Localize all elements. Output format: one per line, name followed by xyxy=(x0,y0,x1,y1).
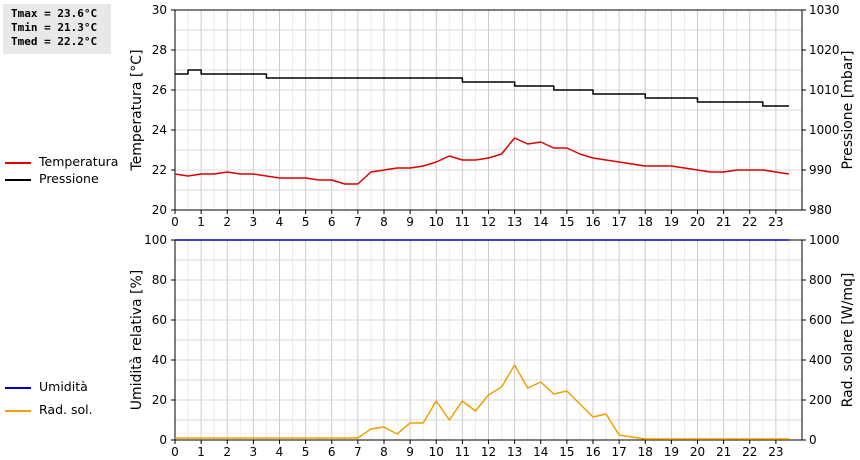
x-tick-label: 12 xyxy=(481,215,496,229)
y-tick-label: 20 xyxy=(152,203,167,217)
y-tick-label: 26 xyxy=(152,83,167,97)
x-tick-label: 6 xyxy=(328,215,336,229)
x-tick-label: 0 xyxy=(171,215,179,229)
x-tick-label: 18 xyxy=(638,445,653,459)
y2-tick-label: 0 xyxy=(809,433,817,447)
x-tick-label: 9 xyxy=(406,445,414,459)
y2-tick-label: 1000 xyxy=(809,123,840,137)
legend-swatch-umidita xyxy=(5,386,31,389)
x-tick-label: 23 xyxy=(768,215,783,229)
legend-temperatura: Temperatura xyxy=(5,153,118,171)
x-tick-label: 13 xyxy=(507,215,522,229)
y-tick-label: 100 xyxy=(144,233,167,247)
x-tick-label: 10 xyxy=(429,445,444,459)
legend-label-pressione: Pressione xyxy=(39,171,99,186)
x-tick-label: 13 xyxy=(507,445,522,459)
x-tick-label: 4 xyxy=(276,445,284,459)
legend-swatch-pressione xyxy=(5,178,31,181)
y2-tick-label: 800 xyxy=(809,273,832,287)
x-tick-label: 10 xyxy=(429,215,444,229)
y2-tick-label: 1000 xyxy=(809,233,840,247)
x-tick-label: 21 xyxy=(716,445,731,459)
x-tick-label: 14 xyxy=(533,215,548,229)
y2-tick-label: 1010 xyxy=(809,83,840,97)
y-tick-label: 80 xyxy=(152,273,167,287)
x-tick-label: 17 xyxy=(611,445,626,459)
x-tick-label: 2 xyxy=(223,215,231,229)
y-tick-label: 24 xyxy=(152,123,167,137)
legend-swatch-radsol xyxy=(5,409,31,412)
series-line-rad-sol- xyxy=(175,364,789,440)
tmin-readout: Tmin = 21.3°C xyxy=(11,21,98,34)
x-tick-label: 7 xyxy=(354,215,362,229)
x-tick-label: 17 xyxy=(611,215,626,229)
chart-panel-1: 0 1 2 3 4 5 6 7 8 9 10 11 12 13 14 15 16 17 18 19 20 21 22 2302… xyxy=(129,233,856,459)
x-tick-label: 16 xyxy=(585,215,600,229)
legend-label-radsol: Rad. sol. xyxy=(39,402,93,417)
y2-tick-label: 1030 xyxy=(809,3,840,17)
x-tick-label: 11 xyxy=(455,445,470,459)
x-tick-label: 16 xyxy=(585,445,600,459)
legend-umidita: Umidità xyxy=(5,378,88,396)
tmax-readout: Tmax = 23.6°C xyxy=(11,7,98,20)
x-tick-label: 20 xyxy=(690,215,705,229)
x-tick-label: 20 xyxy=(690,445,705,459)
x-tick-label: 14 xyxy=(533,445,548,459)
y-tick-label: 30 xyxy=(152,3,167,17)
x-tick-label: 22 xyxy=(742,215,757,229)
x-tick-label: 5 xyxy=(302,215,310,229)
legend-label-temperatura: Temperatura xyxy=(39,154,119,169)
series-line-temperatura xyxy=(174,137,790,185)
x-tick-label: 2 xyxy=(223,445,231,459)
chart-panel-0: 0 1 2 3 4 5 6 7 8 9 10 11 12 13 14 15 16 17 18 19 20 21 22 2320… xyxy=(129,3,856,229)
x-tick-label: 19 xyxy=(664,215,679,229)
legend-radsol: Rad. sol. xyxy=(5,401,93,419)
y2-tick-label: 400 xyxy=(809,353,832,367)
y-tick-label: 28 xyxy=(152,43,167,57)
x-tick-label: 9 xyxy=(406,215,414,229)
y2-tick-label: 200 xyxy=(809,393,832,407)
y2-tick-label: 990 xyxy=(809,163,832,177)
x-tick-label: 19 xyxy=(664,445,679,459)
y2-axis-label: Pressione [mbar] xyxy=(840,50,856,169)
y2-tick-label: 1020 xyxy=(809,43,840,57)
x-tick-label: 5 xyxy=(302,445,310,459)
y-tick-label: 20 xyxy=(152,393,167,407)
x-tick-label: 8 xyxy=(380,215,388,229)
y-tick-label: 60 xyxy=(152,313,167,327)
x-tick-label: 0 xyxy=(171,445,179,459)
x-tick-label: 1 xyxy=(197,445,205,459)
y-tick-label: 22 xyxy=(152,163,167,177)
x-tick-label: 15 xyxy=(559,445,574,459)
y-tick-label: 0 xyxy=(159,433,167,447)
tmed-readout: Tmed = 22.2°C xyxy=(11,35,98,48)
y-tick-label: 40 xyxy=(152,353,167,367)
x-tick-label: 12 xyxy=(481,445,496,459)
y-axis-label: Temperatura [°C] xyxy=(129,49,145,171)
x-tick-label: 21 xyxy=(716,215,731,229)
x-tick-label: 8 xyxy=(380,445,388,459)
x-tick-label: 11 xyxy=(455,215,470,229)
x-tick-label: 23 xyxy=(768,445,783,459)
y2-tick-label: 600 xyxy=(809,313,832,327)
y2-axis-label: Rad. solare [W/mq] xyxy=(840,273,856,408)
x-tick-label: 1 xyxy=(197,215,205,229)
series-line-pressione xyxy=(175,69,789,107)
x-tick-label: 4 xyxy=(276,215,284,229)
x-tick-label: 18 xyxy=(638,215,653,229)
legend-label-umidita: Umidità xyxy=(39,379,88,394)
x-tick-label: 3 xyxy=(250,445,258,459)
y-axis-label: Umidità relativa [%] xyxy=(129,270,145,411)
legend-swatch-temperatura xyxy=(5,161,31,164)
x-tick-label: 15 xyxy=(559,215,574,229)
x-tick-label: 22 xyxy=(742,445,757,459)
x-tick-label: 3 xyxy=(250,215,258,229)
x-tick-label: 7 xyxy=(354,445,362,459)
y2-tick-label: 980 xyxy=(809,203,832,217)
legend-pressione: Pressione xyxy=(5,170,99,188)
stats-box: Tmax = 23.6°C Tmin = 21.3°C Tmed = 22.2°… xyxy=(3,4,111,54)
x-tick-label: 6 xyxy=(328,445,336,459)
